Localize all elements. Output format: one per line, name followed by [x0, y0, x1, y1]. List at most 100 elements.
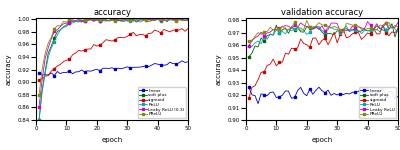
sigmoid — [183, 30, 188, 32]
Leaky ReLU — [390, 26, 394, 28]
soft plus — [119, 20, 124, 22]
sigmoid — [76, 50, 81, 51]
PReLU — [386, 22, 391, 23]
PReLU — [295, 27, 300, 28]
linear — [392, 98, 397, 99]
soft plus — [338, 30, 343, 32]
linear — [131, 66, 136, 68]
soft plus — [365, 30, 370, 32]
linear — [362, 97, 367, 99]
soft plus — [283, 27, 288, 29]
PReLU — [322, 24, 327, 26]
linear — [119, 68, 124, 70]
Leaky ReLU — [338, 30, 343, 32]
sigmoid — [371, 28, 376, 30]
linear — [322, 92, 327, 94]
Y-axis label: accuracy: accuracy — [216, 53, 222, 85]
sigmoid — [158, 32, 163, 34]
Leaky ReLU — [341, 30, 346, 31]
ReLU — [274, 29, 279, 31]
sigmoid — [98, 44, 102, 46]
soft plus — [158, 19, 163, 21]
Line: sigmoid: sigmoid — [248, 24, 399, 99]
PReLU — [274, 27, 279, 28]
PReLU — [43, 52, 48, 54]
sigmoid — [134, 35, 139, 37]
Leaky ReLU — [283, 25, 288, 27]
Leaky ReLU — [265, 32, 270, 34]
Leaky ReLU — [386, 28, 391, 30]
soft plus — [344, 28, 349, 30]
PReLU — [37, 94, 42, 96]
sigmoid — [174, 29, 178, 31]
Leaky ReLU — [365, 21, 370, 22]
linear — [365, 87, 370, 88]
PReLU — [356, 25, 361, 27]
soft plus — [116, 20, 120, 21]
ReLU — [362, 30, 367, 31]
ReLU — [350, 30, 355, 31]
PReLU — [164, 20, 169, 22]
PReLU — [174, 20, 178, 22]
Leaky ReLU (0.3) — [113, 18, 118, 20]
Leaky ReLU (0.3) — [40, 79, 44, 81]
linear — [49, 72, 54, 74]
Leaky ReLU (0.3) — [183, 19, 188, 21]
sigmoid — [347, 36, 352, 38]
soft plus — [359, 30, 364, 32]
sigmoid — [67, 58, 72, 60]
Leaky ReLU (0.3) — [43, 58, 48, 59]
Leaky ReLU — [250, 39, 254, 41]
ReLU — [79, 21, 84, 23]
Leaky ReLU — [307, 26, 312, 28]
soft plus — [61, 26, 66, 28]
soft plus — [356, 31, 361, 33]
sigmoid — [365, 32, 370, 34]
ReLU — [304, 33, 309, 35]
Leaky ReLU — [344, 29, 349, 31]
linear — [113, 68, 118, 70]
PReLU — [314, 25, 318, 27]
soft plus — [314, 27, 318, 29]
ReLU — [158, 20, 163, 22]
sigmoid — [161, 29, 166, 30]
ReLU — [186, 18, 190, 20]
Leaky ReLU — [268, 31, 273, 33]
linear — [176, 62, 181, 64]
ReLU — [52, 41, 57, 42]
Leaky ReLU — [320, 25, 324, 27]
ReLU — [82, 20, 87, 21]
ReLU — [365, 30, 370, 32]
sigmoid — [310, 37, 315, 39]
linear — [91, 69, 96, 71]
PReLU — [396, 26, 400, 28]
sigmoid — [295, 47, 300, 49]
Leaky ReLU (0.3) — [122, 19, 127, 21]
soft plus — [100, 19, 105, 21]
sigmoid — [180, 28, 184, 30]
PReLU — [268, 26, 273, 28]
ReLU — [128, 20, 133, 21]
Leaky ReLU — [262, 35, 266, 37]
Leaky ReLU (0.3) — [143, 19, 148, 21]
ReLU — [262, 36, 266, 38]
ReLU — [183, 19, 188, 21]
ReLU — [146, 18, 151, 20]
Leaky ReLU — [310, 28, 315, 30]
PReLU — [128, 20, 133, 21]
PReLU — [76, 18, 81, 20]
Leaky ReLU — [289, 28, 294, 29]
Leaky ReLU — [371, 28, 376, 30]
PReLU — [113, 20, 118, 22]
PReLU — [52, 28, 57, 30]
PReLU — [107, 20, 112, 21]
ReLU — [271, 34, 276, 36]
sigmoid — [277, 61, 282, 63]
Leaky ReLU — [274, 28, 279, 30]
sigmoid — [85, 48, 90, 50]
ReLU — [88, 18, 93, 20]
soft plus — [377, 27, 382, 29]
sigmoid — [82, 49, 87, 51]
linear — [98, 70, 102, 72]
X-axis label: epoch: epoch — [102, 137, 123, 143]
